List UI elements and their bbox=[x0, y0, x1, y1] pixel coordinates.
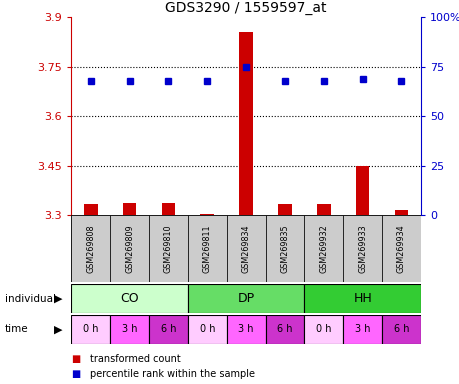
Bar bbox=[304, 215, 342, 282]
Text: ■: ■ bbox=[71, 369, 80, 379]
Bar bbox=[265, 215, 304, 282]
Bar bbox=[278, 204, 291, 215]
Text: DP: DP bbox=[237, 292, 254, 305]
Bar bbox=[110, 215, 149, 282]
Text: 0 h: 0 h bbox=[199, 324, 214, 334]
Text: percentile rank within the sample: percentile rank within the sample bbox=[90, 369, 254, 379]
Text: GSM269809: GSM269809 bbox=[125, 224, 134, 273]
Bar bbox=[149, 315, 187, 344]
Text: GSM269934: GSM269934 bbox=[396, 224, 405, 273]
Text: 6 h: 6 h bbox=[160, 324, 176, 334]
Text: 3 h: 3 h bbox=[238, 324, 253, 334]
Bar bbox=[123, 202, 136, 215]
Text: time: time bbox=[5, 324, 28, 334]
Text: 3 h: 3 h bbox=[354, 324, 369, 334]
Text: CO: CO bbox=[120, 292, 139, 305]
Text: GSM269835: GSM269835 bbox=[280, 224, 289, 273]
Title: GDS3290 / 1559597_at: GDS3290 / 1559597_at bbox=[165, 1, 326, 15]
Text: ▶: ▶ bbox=[54, 293, 62, 304]
Bar bbox=[200, 214, 213, 215]
Bar bbox=[149, 215, 187, 282]
Text: GSM269810: GSM269810 bbox=[163, 224, 173, 273]
Bar bbox=[226, 215, 265, 282]
Bar bbox=[265, 315, 304, 344]
Text: GSM269932: GSM269932 bbox=[319, 224, 328, 273]
Bar bbox=[110, 315, 149, 344]
Bar bbox=[304, 315, 342, 344]
Text: GSM269811: GSM269811 bbox=[202, 224, 211, 273]
Bar bbox=[226, 315, 265, 344]
Bar bbox=[187, 215, 226, 282]
Bar bbox=[381, 215, 420, 282]
Bar bbox=[71, 315, 110, 344]
Text: ▶: ▶ bbox=[54, 324, 62, 334]
Bar bbox=[342, 315, 381, 344]
Bar bbox=[342, 215, 381, 282]
Text: 3 h: 3 h bbox=[122, 324, 137, 334]
Bar bbox=[316, 204, 330, 215]
Text: 6 h: 6 h bbox=[277, 324, 292, 334]
Bar bbox=[394, 210, 408, 215]
Bar bbox=[187, 315, 226, 344]
Text: 0 h: 0 h bbox=[315, 324, 331, 334]
Text: GSM269834: GSM269834 bbox=[241, 224, 250, 273]
Bar bbox=[71, 215, 110, 282]
Text: 6 h: 6 h bbox=[393, 324, 409, 334]
Text: 0 h: 0 h bbox=[83, 324, 98, 334]
Text: transformed count: transformed count bbox=[90, 354, 180, 364]
Bar bbox=[381, 315, 420, 344]
Bar bbox=[187, 284, 304, 313]
Bar bbox=[239, 32, 252, 215]
Text: GSM269933: GSM269933 bbox=[358, 224, 366, 273]
Bar bbox=[304, 284, 420, 313]
Text: ■: ■ bbox=[71, 354, 80, 364]
Text: HH: HH bbox=[353, 292, 371, 305]
Bar bbox=[161, 203, 175, 215]
Text: individual: individual bbox=[5, 293, 56, 304]
Bar bbox=[84, 204, 97, 215]
Bar bbox=[71, 284, 187, 313]
Text: GSM269808: GSM269808 bbox=[86, 224, 95, 273]
Bar bbox=[355, 166, 369, 215]
